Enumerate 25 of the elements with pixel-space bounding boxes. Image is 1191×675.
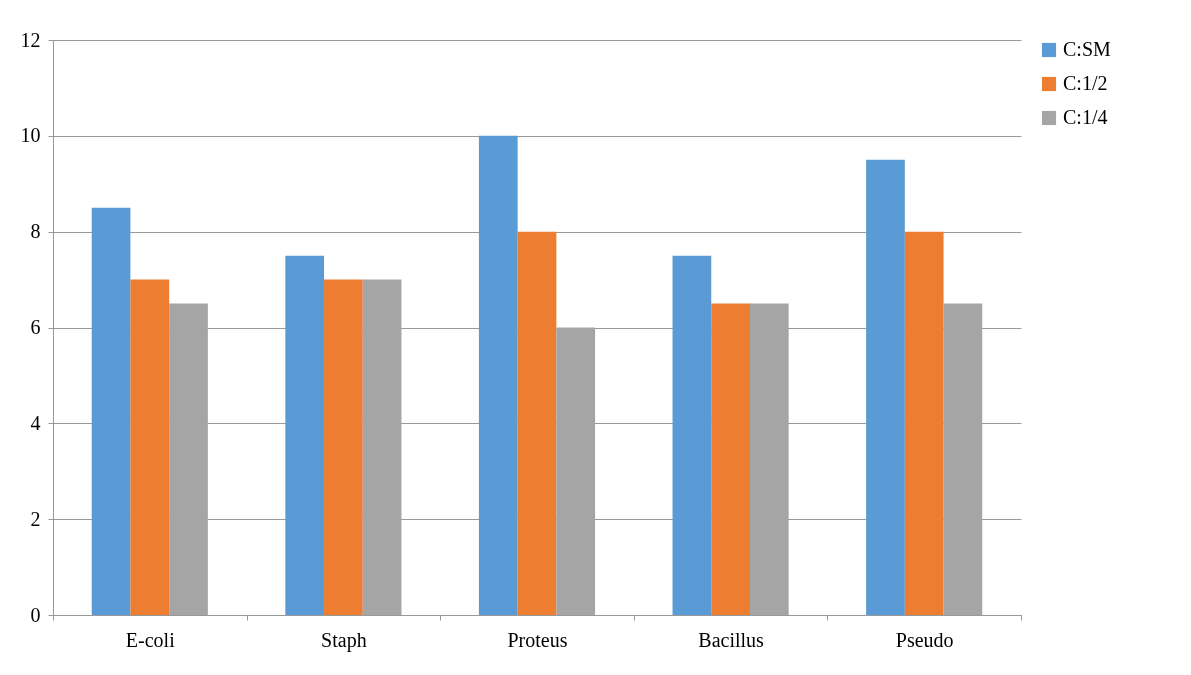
bar: [478, 135, 518, 615]
x-tick-label: Staph: [321, 628, 367, 652]
legend-label: C:1/4: [1063, 106, 1108, 128]
legend-label: C:1/2: [1063, 72, 1108, 94]
x-tick-label: Pseudo: [895, 628, 954, 651]
y-tick-label: 8: [30, 220, 41, 243]
bar: [324, 279, 363, 615]
y-tick-label: 0: [30, 603, 41, 626]
bar: [91, 207, 131, 615]
x-tick-label: Proteus: [507, 628, 568, 651]
x-tick-label: E-coli: [125, 628, 176, 651]
x-tick-label: Bacillus: [698, 628, 765, 651]
y-tick-label: 12: [20, 28, 41, 51]
legend-label: C:SM: [1063, 38, 1112, 60]
y-tick-label: 2: [30, 507, 41, 530]
y-tick-label: 6: [30, 316, 41, 338]
y-tick-label: 4: [30, 411, 41, 434]
bar: [711, 303, 750, 615]
bar: [672, 255, 712, 615]
bar: [517, 231, 557, 615]
bar: [285, 255, 325, 615]
bar: [904, 231, 944, 615]
bar: [866, 159, 905, 615]
y-tick-label: 10: [20, 124, 41, 147]
bar: [130, 279, 170, 615]
